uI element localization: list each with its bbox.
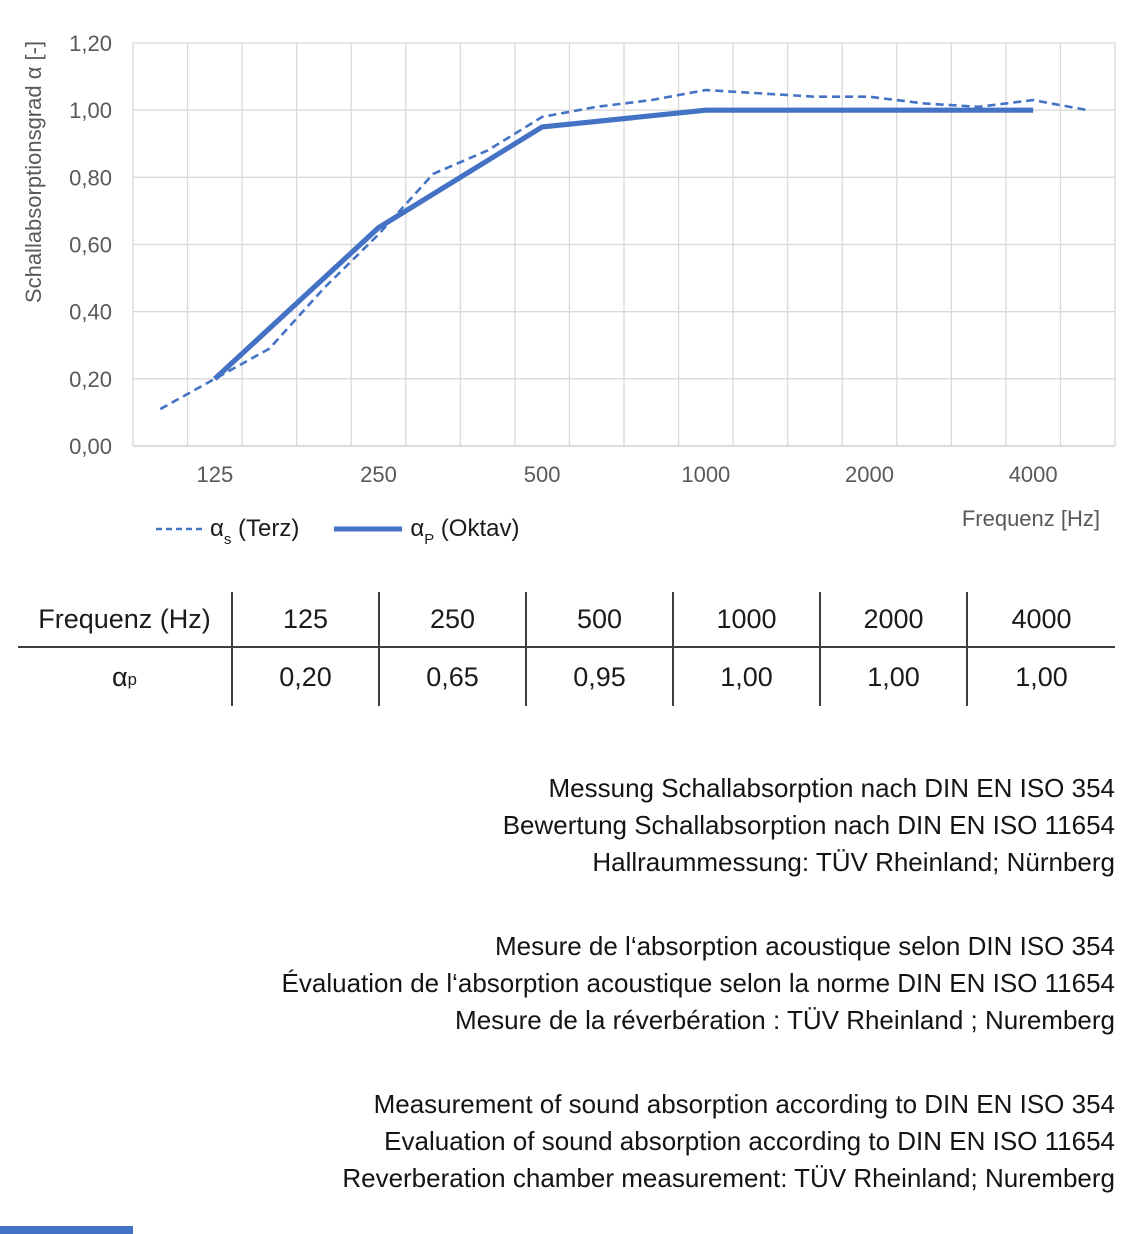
legend-dashed-line-sample: [156, 527, 202, 531]
legend-oktav-sub: P: [424, 532, 435, 549]
y-tick-label: 1,00: [69, 98, 112, 123]
absorption-table: Frequenz (Hz) 125 250 500 1000 2000 4000…: [18, 592, 1115, 706]
x-axis-title: Frequenz [Hz]: [961, 506, 1100, 531]
note-line: Évaluation de l‘absorption acoustique se…: [281, 968, 1115, 998]
y-tick-label: 0,00: [69, 434, 112, 459]
legend-solid-line-sample: [334, 526, 403, 532]
table-header-cell: 500: [527, 592, 674, 648]
x-tick-label: 4000: [1009, 462, 1058, 487]
absorption-chart: 0,00 0,20 0,40 0,60 0,80 1,00 1,20 125 250 500 100…: [69, 31, 1116, 487]
x-tick-label: 125: [196, 462, 233, 487]
note-line: Reverberation chamber measurement: TÜV R…: [342, 1163, 1115, 1193]
note-line: Measurement of sound absorption accordin…: [373, 1089, 1115, 1119]
chart-legend: αs (Terz) αP (Oktav): [155, 515, 520, 548]
x-tick-label: 1000: [681, 462, 730, 487]
note-line: Messung Schallabsorption nach DIN EN ISO…: [548, 773, 1115, 803]
legend-oktav-alpha: α: [410, 515, 425, 542]
table-value-cell: 1,00: [821, 648, 968, 706]
table-value-cell: 0,65: [380, 648, 527, 706]
legend-terz-rest: (Terz): [231, 515, 300, 542]
note-line: Evaluation of sound absorption according…: [384, 1126, 1115, 1156]
legend-label-terz: αs (Terz): [210, 515, 300, 548]
table-header-cell: 1000: [674, 592, 821, 648]
notes-german: Messung Schallabsorption nach DIN EN ISO…: [503, 770, 1115, 881]
y-tick-label: 0,80: [69, 165, 112, 190]
table-value-cell: 0,20: [233, 648, 380, 706]
legend-oktav-rest: (Oktav): [434, 515, 520, 542]
table-header-cell: 125: [233, 592, 380, 648]
table-header-cell: 4000: [968, 592, 1115, 648]
notes-english: Measurement of sound absorption accordin…: [342, 1086, 1115, 1197]
table-header-cell: 250: [380, 592, 527, 648]
oktav-series-line: [213, 107, 1034, 381]
y-tick-label: 0,40: [69, 300, 112, 325]
table-header-frequency: Frequenz (Hz): [18, 592, 233, 648]
x-tick-label: 2000: [845, 462, 894, 487]
y-tick-label: 0,20: [69, 367, 112, 392]
y-tick-label: 0,60: [69, 233, 112, 258]
y-tick-label: 1,20: [69, 31, 112, 56]
table-value-cell: 1,00: [1015, 661, 1068, 692]
note-line: Mesure de la réverbération : TÜV Rheinla…: [455, 1005, 1115, 1035]
legend-terz-sub: s: [223, 532, 232, 549]
legend-terz-alpha: α: [210, 515, 224, 542]
legend-label-oktav: αP (Oktav): [410, 515, 520, 548]
note-line: Bewertung Schallabsorption nach DIN EN I…: [502, 810, 1115, 840]
footer-accent-bar: [0, 1226, 133, 1234]
y-axis-title: Schallabsorptionsgrad α [-]: [21, 40, 46, 304]
table-value-cell: 1,00: [674, 648, 821, 706]
x-tick-label: 500: [524, 462, 561, 487]
alpha-symbol: α: [112, 661, 128, 692]
note-line: Hallraummessung: TÜV Rheinland; Nürnberg: [592, 847, 1115, 877]
notes-french: Mesure de l‘absorption acoustique selon …: [282, 928, 1115, 1039]
note-line: Mesure de l‘absorption acoustique selon …: [494, 931, 1115, 961]
table-header-cell: 2000: [821, 592, 968, 648]
x-tick-label: 250: [360, 462, 397, 487]
table-value-cell: 0,95: [527, 648, 674, 706]
